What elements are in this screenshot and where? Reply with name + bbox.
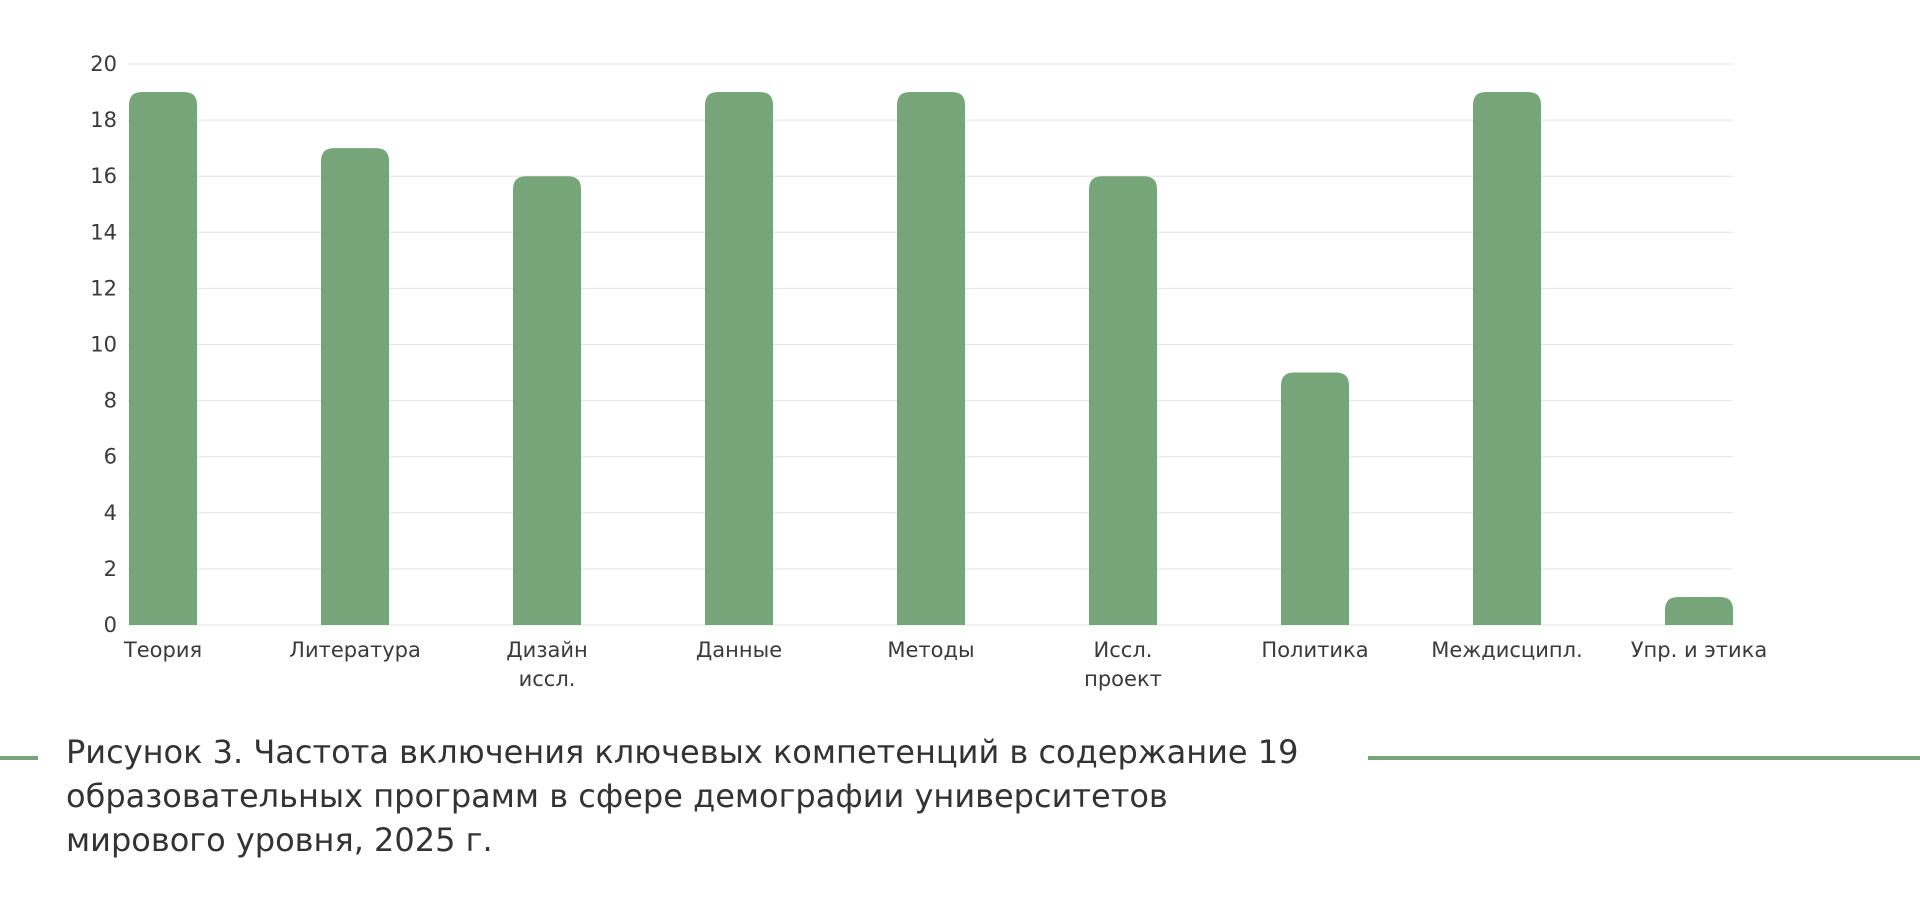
- bar: [705, 92, 773, 626]
- bar-chart: 0 2 4 6 8 10 12 14 16 18 20 Теория Литература Дизайн…: [90, 52, 1767, 691]
- y-tick-label: 8: [104, 389, 117, 413]
- x-category-label: Упр. и этика: [1631, 638, 1768, 662]
- y-tick-label: 12: [90, 276, 117, 300]
- caption-decor-line-left: [0, 756, 38, 760]
- y-tick-label: 4: [104, 501, 117, 525]
- y-tick-label: 6: [104, 445, 117, 469]
- y-tick-label: 18: [90, 108, 117, 132]
- y-tick-label: 14: [90, 220, 117, 244]
- x-category-label: Дизайн иссл.: [506, 638, 587, 691]
- x-category-label: Междисципл.: [1431, 638, 1582, 662]
- y-tick-label: 0: [104, 613, 117, 637]
- bar: [1665, 596, 1733, 625]
- y-tick-label: 2: [104, 557, 117, 581]
- x-category-label: Иссл. проект: [1084, 638, 1162, 691]
- x-category-label: Политика: [1261, 638, 1368, 662]
- bar: [321, 148, 389, 625]
- y-axis-ticks: 0 2 4 6 8 10 12 14 16 18 20: [90, 52, 117, 637]
- bar: [129, 92, 197, 626]
- figure-caption: Рисунок 3. Частота включения ключевых ко…: [66, 733, 1299, 859]
- x-axis-labels: Теория Литература Дизайн иссл. Данные Методы И…: [123, 638, 1767, 691]
- bar: [1473, 92, 1541, 626]
- x-category-label: Литература: [289, 638, 421, 662]
- y-tick-label: 16: [90, 164, 117, 188]
- x-category-label: Теория: [123, 638, 202, 662]
- bars: [129, 92, 1733, 626]
- x-category-label: Методы: [887, 638, 974, 662]
- bar: [1089, 176, 1157, 625]
- x-category-label: Данные: [696, 638, 782, 662]
- bar: [897, 92, 965, 626]
- y-tick-label: 20: [90, 52, 117, 76]
- y-tick-label: 10: [90, 333, 117, 357]
- bar: [513, 176, 581, 625]
- caption-decor-line-right: [1368, 756, 1920, 760]
- bar: [1281, 372, 1349, 625]
